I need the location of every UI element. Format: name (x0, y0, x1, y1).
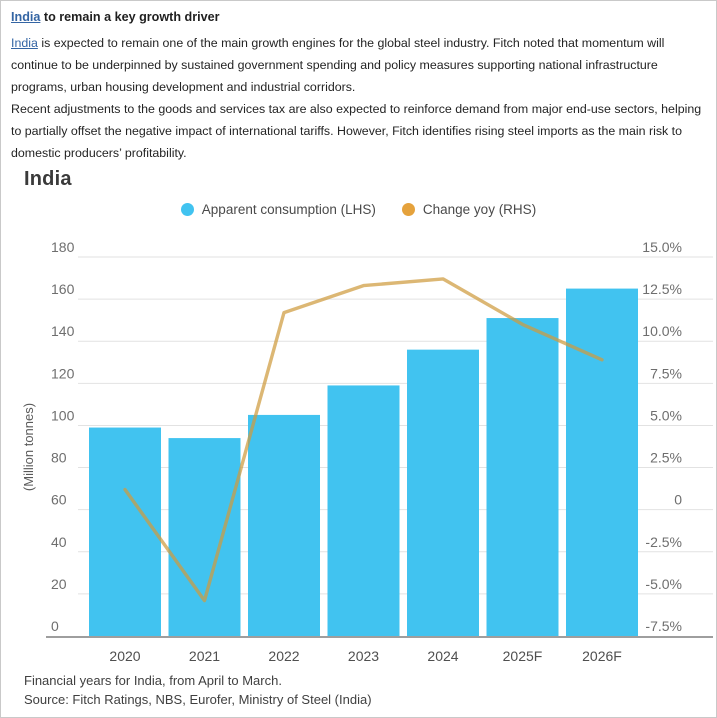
right-tick-10.0%: 10.0% (642, 323, 682, 339)
bar-2024 (407, 349, 479, 637)
legend-label-change-yoy: Change yoy (RHS) (422, 202, 537, 217)
chart-footnote: Financial years for India, from April to… (24, 673, 282, 688)
left-tick-60: 60 (51, 492, 67, 508)
bar-2022 (248, 414, 320, 637)
x-tick-2025F: 2025F (503, 648, 543, 664)
article-paragraph-1: India is expected to remain one of the m… (11, 32, 710, 98)
legend-item-change-yoy: Change yoy (RHS) (401, 202, 537, 217)
bar-2023 (327, 385, 400, 637)
x-tick-2021: 2021 (189, 648, 220, 664)
left-tick-140: 140 (51, 323, 75, 339)
x-tick-2026F: 2026F (582, 648, 622, 664)
x-tick-2023: 2023 (348, 648, 379, 664)
bar-2020 (89, 427, 161, 637)
chart-title: India (24, 168, 72, 190)
right-tick-15.0%: 15.0% (642, 239, 682, 255)
left-tick-80: 80 (51, 450, 67, 466)
article-heading: India to remain a key growth driver (11, 9, 706, 26)
right-tick--7.5%: -7.5% (645, 618, 682, 634)
left-tick-100: 100 (51, 407, 75, 423)
india-link-heading[interactable]: India (11, 10, 41, 24)
legend-label-consumption: Apparent consumption (LHS) (201, 202, 376, 217)
right-tick-2.5%: 2.5% (650, 450, 682, 466)
right-tick-0: 0 (674, 492, 682, 508)
article-paragraph-1-text: is expected to remain one of the main gr… (11, 36, 665, 94)
right-tick-5.0%: 5.0% (650, 407, 682, 423)
x-tick-2020: 2020 (109, 648, 140, 664)
legend-dot-consumption-icon (180, 203, 194, 216)
left-tick-20: 20 (51, 576, 67, 592)
left-tick-160: 160 (51, 281, 75, 297)
bar-2021 (168, 438, 241, 637)
left-tick-40: 40 (51, 534, 67, 550)
chart-source: Source: Fitch Ratings, NBS, Eurofer, Min… (24, 692, 372, 707)
india-link-paragraph[interactable]: India (11, 36, 38, 50)
x-tick-2022: 2022 (268, 648, 299, 664)
left-tick-0: 0 (51, 618, 59, 634)
right-tick-7.5%: 7.5% (650, 365, 682, 381)
change-yoy-line (123, 277, 604, 603)
right-tick--5.0%: -5.0% (645, 576, 682, 592)
legend-item-apparent-consumption: Apparent consumption (LHS) (180, 202, 376, 217)
legend-dot-change-yoy-icon (401, 203, 415, 216)
bar-2025F (486, 318, 559, 637)
left-tick-120: 120 (51, 365, 75, 381)
bar-2026F (566, 288, 638, 637)
chart-legend: Apparent consumption (LHS) Change yoy (R… (1, 202, 716, 217)
article-paragraph-2: Recent adjustments to the goods and serv… (11, 102, 702, 160)
y-axis-title: (Million tonnes) (21, 403, 36, 491)
article-heading-text: to remain a key growth driver (40, 10, 220, 24)
x-tick-2024: 2024 (427, 648, 458, 664)
left-tick-180: 180 (51, 239, 75, 255)
right-tick--2.5%: -2.5% (645, 534, 682, 550)
right-tick-12.5%: 12.5% (642, 281, 682, 297)
